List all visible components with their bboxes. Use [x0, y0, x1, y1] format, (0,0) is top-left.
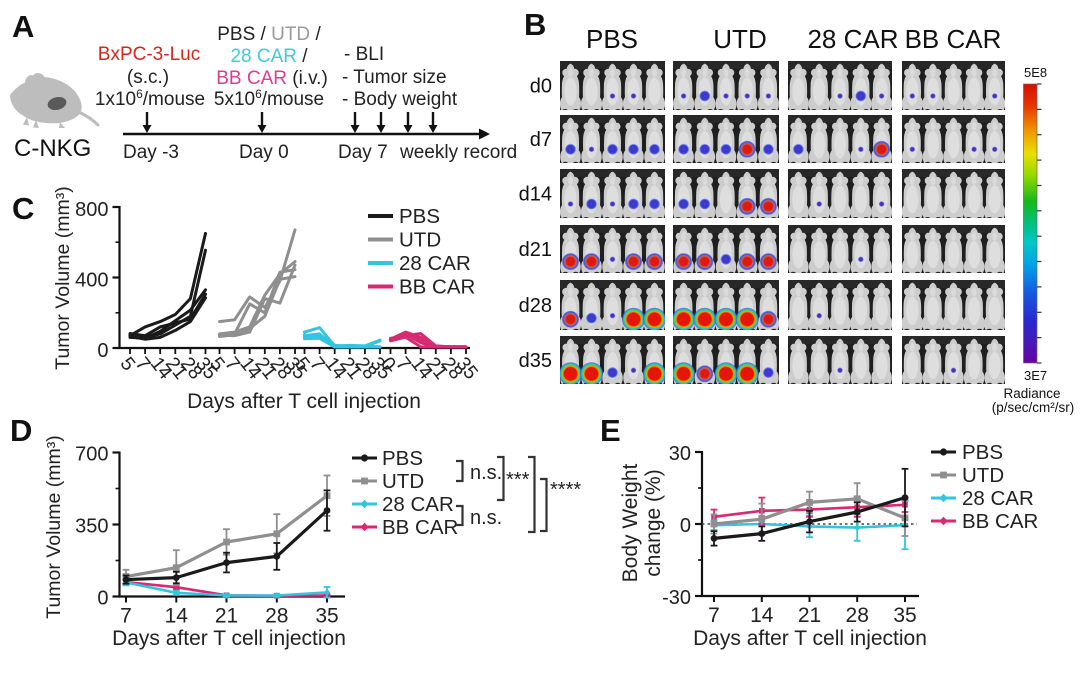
svg-text:d14: d14	[519, 184, 552, 206]
svg-text:400: 400	[75, 270, 108, 292]
svg-text:UTD: UTD	[399, 229, 441, 252]
svg-text:800: 800	[75, 199, 108, 221]
svg-text:(s.c.): (s.c.)	[127, 67, 169, 88]
svg-text:n.s.: n.s.	[470, 507, 502, 529]
svg-text:weekly record: weekly record	[399, 142, 517, 163]
svg-text:28 CAR: 28 CAR	[807, 24, 898, 54]
svg-text:21: 21	[798, 604, 821, 627]
svg-text:30: 30	[669, 443, 691, 465]
svg-text:***: ***	[506, 469, 530, 491]
svg-text:C-NKG: C-NKG	[14, 135, 91, 162]
svg-text:0: 0	[680, 515, 691, 537]
svg-text:E: E	[600, 413, 621, 448]
svg-text:5x106/mouse: 5x106/mouse	[214, 87, 324, 110]
svg-text:28: 28	[846, 604, 869, 627]
svg-text:C: C	[12, 191, 34, 226]
svg-text:PBS / UTD /: PBS / UTD /	[217, 24, 321, 45]
svg-text:Days after T cell injection: Days after T cell injection	[112, 627, 346, 650]
svg-text:28 CAR: 28 CAR	[382, 493, 454, 516]
svg-text:21: 21	[215, 605, 238, 628]
svg-text:Days after T cell injection: Days after T cell injection	[187, 390, 421, 413]
svg-text:28: 28	[265, 605, 288, 628]
svg-text:700: 700	[75, 444, 108, 466]
svg-text:B: B	[524, 7, 546, 42]
svg-text:-30: -30	[662, 587, 691, 609]
svg-text:Body Weight: Body Weight	[619, 463, 642, 582]
svg-text:- Body weight: - Body weight	[342, 89, 458, 110]
svg-text:1x106/mouse: 1x106/mouse	[95, 87, 205, 110]
svg-text:350: 350	[75, 516, 108, 538]
svg-text:BB CAR (i.v.): BB CAR (i.v.)	[216, 68, 328, 89]
svg-text:(p/sec/cm²/sr): (p/sec/cm²/sr)	[992, 400, 1075, 415]
svg-text:d21: d21	[519, 239, 552, 261]
svg-text:7: 7	[120, 605, 132, 628]
svg-text:BB CAR: BB CAR	[905, 24, 1002, 54]
svg-text:UTD: UTD	[382, 470, 424, 493]
svg-text:n.s.: n.s.	[470, 462, 502, 484]
svg-text:BB CAR: BB CAR	[962, 510, 1038, 533]
svg-text:BxPC-3-Luc: BxPC-3-Luc	[98, 44, 200, 65]
svg-text:BB CAR: BB CAR	[382, 516, 458, 539]
svg-text:PBS: PBS	[586, 24, 638, 54]
svg-text:14: 14	[750, 604, 774, 627]
svg-text:3E7: 3E7	[1024, 368, 1047, 383]
svg-text:UTD: UTD	[713, 24, 766, 54]
svg-text:Tumor Volume (mm³): Tumor Volume (mm³)	[52, 186, 74, 369]
svg-text:28 CAR: 28 CAR	[399, 252, 471, 275]
svg-text:d35: d35	[519, 350, 552, 372]
svg-text:28 CAR: 28 CAR	[962, 487, 1034, 510]
svg-text:****: ****	[550, 479, 581, 501]
svg-text:PBS: PBS	[399, 205, 440, 228]
svg-text:Day -3: Day -3	[123, 142, 179, 163]
svg-text:A: A	[12, 9, 34, 44]
svg-text:change (%): change (%)	[642, 469, 665, 576]
svg-text:Days after T cell injection: Days after T cell injection	[693, 627, 927, 650]
svg-text:7: 7	[708, 604, 720, 627]
svg-text:PBS: PBS	[382, 447, 423, 470]
svg-text:35: 35	[315, 605, 338, 628]
svg-text:d0: d0	[530, 76, 552, 98]
svg-text:14: 14	[165, 605, 189, 628]
svg-text:UTD: UTD	[962, 464, 1004, 487]
svg-text:5E8: 5E8	[1024, 65, 1047, 80]
svg-text:28 CAR /: 28 CAR /	[230, 46, 308, 67]
svg-text:0: 0	[97, 340, 108, 362]
svg-text:- Tumor size: - Tumor size	[342, 67, 447, 88]
svg-text:Tumor Volume (mm³): Tumor Volume (mm³)	[43, 435, 65, 618]
svg-text:35: 35	[893, 604, 916, 627]
svg-text:- BLI: - BLI	[344, 44, 384, 65]
svg-text:BB CAR: BB CAR	[399, 276, 475, 299]
svg-text:d28: d28	[519, 295, 552, 317]
svg-text:PBS: PBS	[962, 441, 1003, 464]
svg-text:Day 7: Day 7	[338, 142, 388, 163]
svg-text:D: D	[10, 413, 32, 448]
svg-text:Day 0: Day 0	[239, 142, 289, 163]
svg-text:d7: d7	[530, 129, 552, 151]
svg-text:0: 0	[97, 588, 108, 610]
svg-text:Radiance: Radiance	[1003, 386, 1060, 401]
